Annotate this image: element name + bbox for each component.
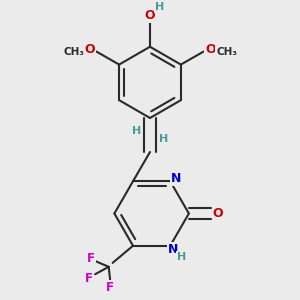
Text: O: O (205, 44, 216, 56)
Text: CH₃: CH₃ (63, 46, 84, 57)
Text: F: F (87, 252, 95, 265)
Text: H: H (155, 2, 164, 12)
Text: H: H (177, 252, 186, 262)
Text: O: O (213, 207, 223, 220)
Text: F: F (85, 272, 93, 285)
Text: N: N (171, 172, 181, 185)
Text: H: H (159, 134, 168, 144)
Text: O: O (84, 44, 95, 56)
Text: O: O (145, 9, 155, 22)
Text: F: F (106, 281, 114, 294)
Text: H: H (132, 126, 141, 136)
Text: N: N (168, 243, 178, 256)
Text: CH₃: CH₃ (216, 46, 237, 57)
